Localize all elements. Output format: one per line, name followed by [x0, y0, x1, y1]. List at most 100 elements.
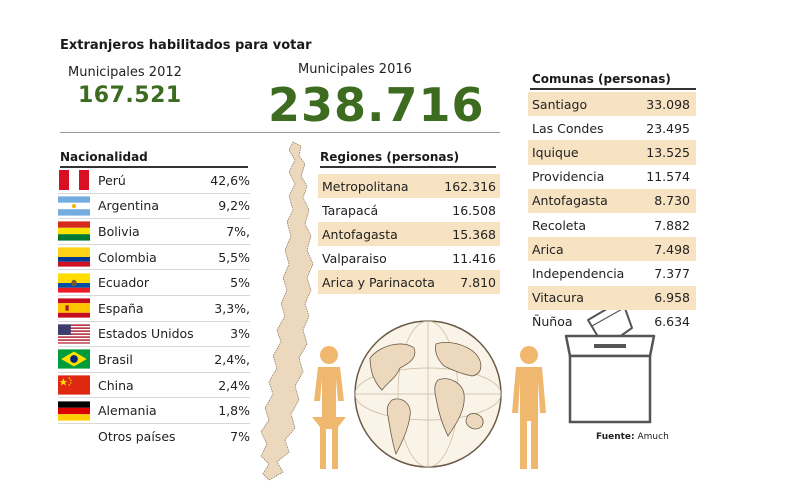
- china-flag-icon: [58, 375, 90, 395]
- nacionalidad-pct: 2,4%: [218, 377, 250, 393]
- globe-icon: [354, 320, 502, 468]
- comuna-value: 6.958: [654, 290, 690, 306]
- nacionalidad-row-alemania: Alemania 1,8%: [58, 398, 250, 424]
- comunas-underline: [530, 88, 696, 90]
- peru-flag-icon: [58, 170, 90, 191]
- nacionalidad-row-bolivia: Bolivia 7%,: [58, 219, 250, 245]
- flag-placeholder: [58, 427, 90, 447]
- nacionalidad-pct: 2,4%,: [214, 351, 250, 367]
- comuna-row: Arica 7.498: [528, 237, 696, 262]
- comuna-value: 33.098: [646, 96, 690, 112]
- usa-flag-icon: [58, 324, 90, 344]
- comuna-name: Providencia: [532, 169, 605, 185]
- regiones-list: Metropolitana 162.316 Tarapacá 16.508 An…: [318, 174, 500, 294]
- nacionalidad-name: España: [98, 300, 144, 316]
- nacionalidad-heading: Nacionalidad: [60, 150, 148, 164]
- municipales-2016-label: Municipales 2016: [298, 62, 412, 77]
- municipales-2012-value: 167.521: [78, 83, 182, 108]
- region-row: Metropolitana 162.316: [318, 174, 500, 198]
- bolivia-flag-icon: [58, 221, 90, 242]
- infographic-title: Extranjeros habilitados para votar: [60, 38, 312, 53]
- regiones-heading: Regiones (personas): [320, 150, 460, 164]
- nacionalidad-pct: 3,3%,: [214, 300, 250, 316]
- nacionalidad-name: Alemania: [98, 403, 157, 419]
- nacionalidad-pct: 3%: [230, 326, 250, 342]
- region-name: Valparaiso: [322, 250, 387, 266]
- source-note: Fuente: Amuch: [596, 432, 669, 442]
- comuna-name: Antofagasta: [532, 193, 608, 209]
- nacionalidad-name: Estados Unidos: [98, 326, 194, 342]
- comuna-value: 6.634: [654, 314, 690, 330]
- comuna-name: Independencia: [532, 265, 625, 281]
- comunas-list: Santiago 33.098 Las Condes 23.495 Iquiqu…: [528, 92, 696, 334]
- region-value: 15.368: [452, 226, 496, 242]
- region-value: 16.508: [452, 202, 496, 218]
- spain-flag-icon: [58, 298, 90, 318]
- comuna-value: 7.882: [654, 217, 690, 233]
- nacionalidad-pct: 7%,: [226, 223, 250, 239]
- nacionalidad-underline: [60, 166, 248, 168]
- municipales-2016-value: 238.716: [268, 78, 485, 132]
- woman-figure-icon: [312, 346, 346, 469]
- nacionalidad-row-estados-unidos: Estados Unidos 3%: [58, 322, 250, 348]
- nacionalidad-name: Brasil: [98, 351, 133, 367]
- comuna-row: Iquique 13.525: [528, 140, 696, 165]
- municipales-2012-label: Municipales 2012: [68, 65, 182, 80]
- comuna-row: Antofagasta 8.730: [528, 188, 696, 213]
- comuna-row: Ñuñoa 6.634: [528, 310, 696, 334]
- comuna-row: Santiago 33.098: [528, 92, 696, 117]
- region-value: 7.810: [460, 274, 496, 290]
- comuna-value: 7.498: [654, 241, 690, 257]
- comuna-value: 23.495: [646, 120, 690, 136]
- nacionalidad-name: China: [98, 377, 134, 393]
- source-label: Fuente:: [596, 432, 635, 442]
- region-value: 11.416: [452, 250, 496, 266]
- nacionalidad-row-argentina: Argentina 9,2%: [58, 194, 250, 220]
- nacionalidad-pct: 5%: [230, 275, 250, 291]
- comuna-name: Santiago: [532, 96, 588, 112]
- nacionalidad-row-colombia: Colombia 5,5%: [58, 245, 250, 271]
- nacionalidad-name: Colombia: [98, 249, 157, 265]
- comuna-name: Iquique: [532, 144, 579, 160]
- ballot-box-icon: [564, 299, 656, 424]
- comuna-name: Las Condes: [532, 120, 604, 136]
- nacionalidad-list: Perú 42,6% Argentina 9,2% Bolivia 7%, Co…: [58, 168, 250, 450]
- region-value: 162.316: [444, 178, 496, 194]
- colombia-flag-icon: [58, 247, 90, 267]
- divider: [60, 132, 500, 133]
- nacionalidad-name: Bolivia: [98, 223, 140, 239]
- nacionalidad-row-brasil: Brasil 2,4%,: [58, 347, 250, 373]
- comuna-value: 11.574: [646, 169, 690, 185]
- comuna-name: Ñuñoa: [532, 314, 573, 330]
- comuna-value: 13.525: [646, 144, 690, 160]
- region-name: Antofagasta: [322, 226, 398, 242]
- man-figure-icon: [512, 346, 546, 469]
- region-row: Arica y Parinacota 7.810: [318, 270, 500, 294]
- nacionalidad-row-otros: Otros países 7%: [58, 424, 250, 450]
- comuna-name: Arica: [532, 241, 564, 257]
- ecuador-flag-icon: [58, 273, 90, 293]
- nacionalidad-row-espana: España 3,3%,: [58, 296, 250, 322]
- nacionalidad-pct: 9,2%: [218, 198, 250, 214]
- argentina-flag-icon: [58, 196, 90, 216]
- region-name: Arica y Parinacota: [322, 274, 435, 290]
- comuna-row: Independencia 7.377: [528, 261, 696, 285]
- germany-flag-icon: [58, 401, 90, 421]
- nacionalidad-row-china: China 2,4%: [58, 373, 250, 399]
- brazil-flag-icon: [58, 349, 90, 370]
- nacionalidad-row-peru: Perú 42,6%: [58, 168, 250, 194]
- comuna-row: Las Condes 23.495: [528, 116, 696, 140]
- comuna-name: Vitacura: [532, 290, 584, 306]
- comuna-row: Recoleta 7.882: [528, 213, 696, 237]
- comuna-value: 7.377: [654, 265, 690, 281]
- nacionalidad-name: Perú: [98, 172, 126, 188]
- region-name: Metropolitana: [322, 178, 409, 194]
- comuna-row: Providencia 11.574: [528, 165, 696, 189]
- nacionalidad-row-ecuador: Ecuador 5%: [58, 270, 250, 296]
- comuna-value: 8.730: [654, 193, 690, 209]
- nacionalidad-name: Argentina: [98, 198, 159, 214]
- comuna-row: Vitacura 6.958: [528, 285, 696, 310]
- regiones-underline: [320, 166, 496, 168]
- nacionalidad-pct: 7%: [230, 429, 250, 445]
- nacionalidad-pct: 5,5%: [218, 249, 250, 265]
